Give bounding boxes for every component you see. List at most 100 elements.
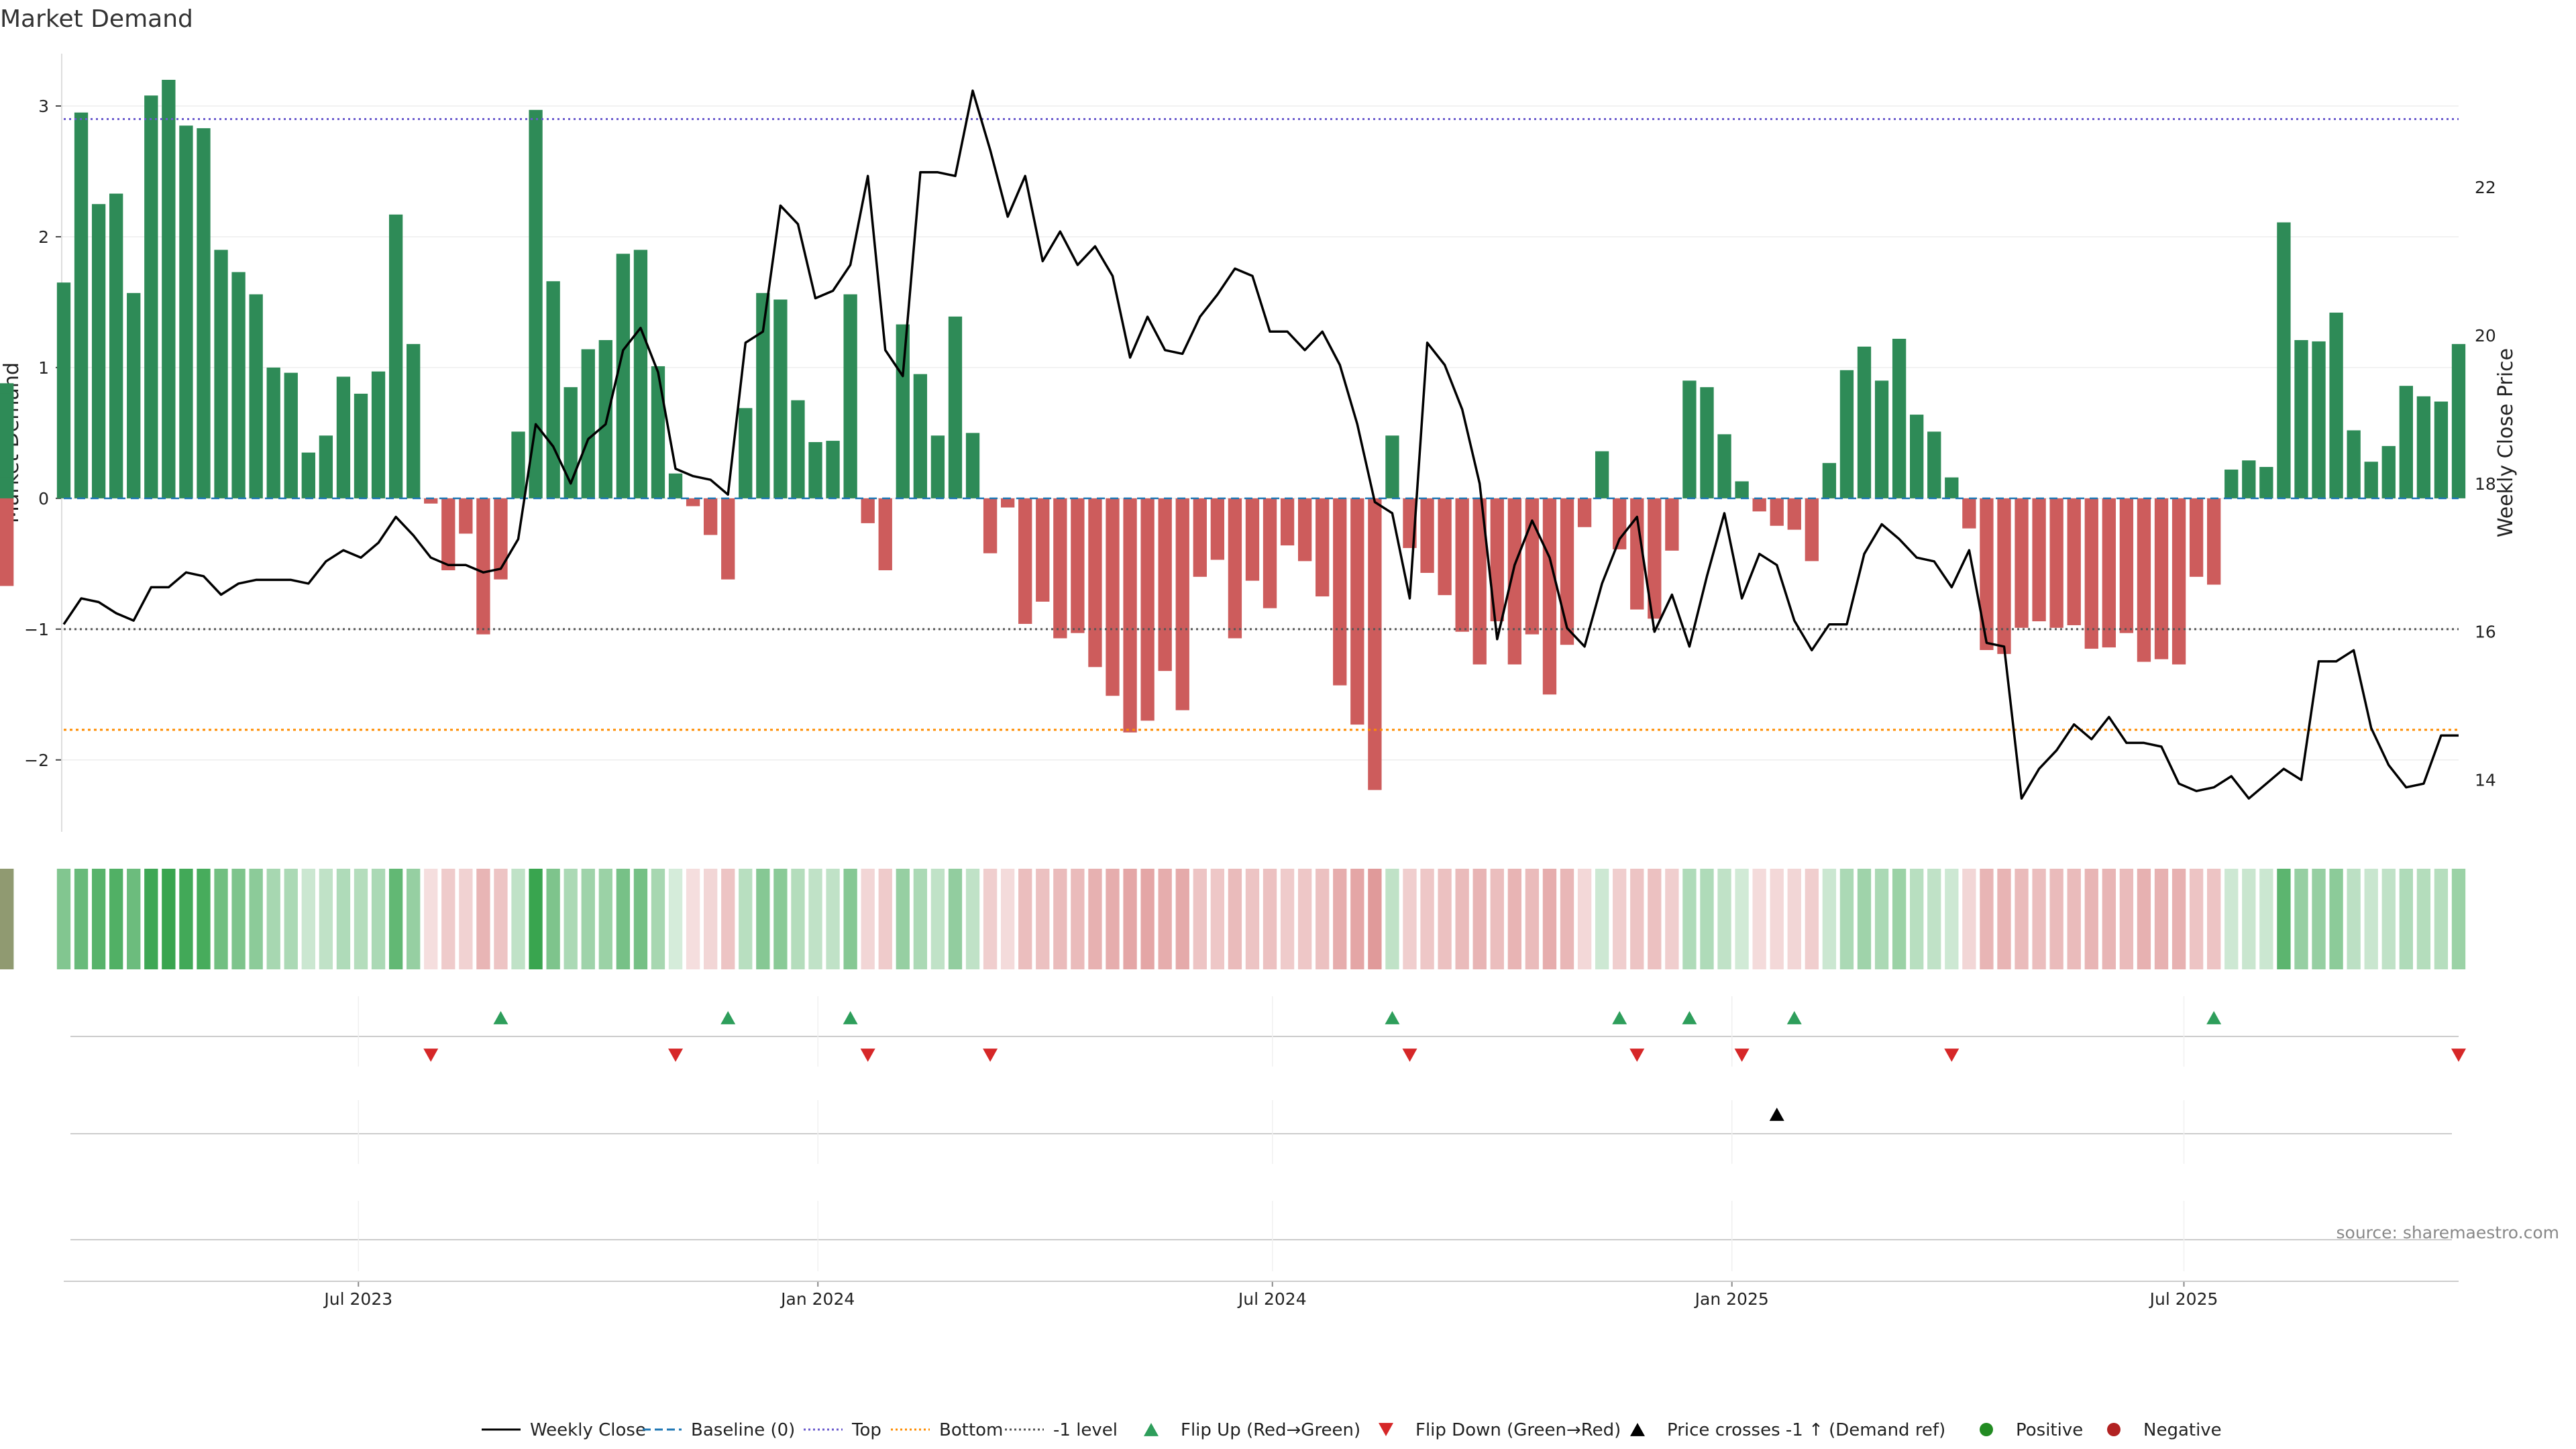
negative-demand-bar [1280,498,1295,546]
negative-demand-bar [1350,498,1364,725]
legend-item: Negative [2107,1420,2222,1440]
heat-cell [668,869,683,969]
y-left-tick-label: −2 [24,751,49,770]
positive-demand-bar [319,435,333,498]
negative-demand-bar [1175,498,1189,710]
heat-cell [773,869,788,969]
positive-demand-bar [2399,386,2413,498]
heat-cell [388,869,403,969]
heat-cell [109,869,123,969]
positive-demand-bar [2242,460,2256,498]
negative-demand-bar [459,498,473,534]
heat-cell [371,869,386,969]
source-label: source: sharemaestro.com [2337,1223,2560,1242]
heat-cell [2399,869,2413,969]
heat-cell [2207,869,2221,969]
heat-cell [1980,869,1994,969]
positive-demand-bar [616,254,631,498]
positive-demand-bar [91,204,106,498]
heat-cell [1700,869,1714,969]
negative-demand-bar [1368,498,1382,790]
heat-cell [703,869,718,969]
positive-demand-bar [843,294,857,498]
positive-demand-bar [1682,380,1697,498]
heat-cell [983,869,998,969]
chart-title: Market Demand [0,5,193,33]
heat-cell [2259,869,2273,969]
positive-demand-bar [266,367,280,498]
price-cross-marker [1769,1108,1784,1121]
legend-label: Baseline (0) [691,1420,795,1440]
heat-cell [284,869,298,969]
negative-demand-bar [983,498,998,553]
negative-demand-bar [1158,498,1172,672]
heat-cell [1193,869,1207,969]
flip-up-marker [843,1011,858,1024]
heat-cell [511,869,525,969]
heat-cell [0,869,14,969]
heat-cell [1682,869,1697,969]
negative-demand-bar [2049,498,2063,628]
heat-cell [1263,869,1277,969]
heat-cell [861,869,875,969]
negative-demand-bar [703,498,718,535]
heat-cell [1385,869,1399,969]
negative-demand-bar [1490,498,1504,622]
heat-cell [1455,869,1469,969]
flip-down-marker [860,1049,875,1062]
heat-cell [843,869,857,969]
positive-demand-bar [2416,396,2431,498]
heat-cell [721,869,735,969]
heat-cell [1490,869,1504,969]
positive-demand-bar [2259,467,2273,498]
heat-cell [2294,869,2308,969]
negative-demand-bar [1106,498,1120,696]
legend-label: Bottom [939,1420,1003,1440]
heat-cell [1018,869,1032,969]
legend-item: Weekly Close [482,1420,646,1440]
heat-cell [214,869,228,969]
positive-demand-bar [2434,401,2449,498]
negative-demand-bar [1787,498,1801,530]
positive-demand-bar [0,393,14,498]
positive-demand-bar [826,441,840,498]
y-right-tick-label: 20 [2475,326,2496,345]
negative-demand-bar [494,498,508,580]
negative-demand-bar [1525,498,1540,635]
legend-item: Flip Down (Green→Red) [1379,1420,1621,1440]
flip-down-marker [1402,1049,1417,1062]
negative-demand-bar [1123,498,1137,733]
flip-up-marker [1682,1011,1697,1024]
heat-cell [651,869,665,969]
heat-cell [1839,869,1854,969]
heat-cell [2015,869,2029,969]
legend-label: Negative [2143,1420,2222,1440]
heat-cell [791,869,805,969]
heat-cell [633,869,648,969]
negative-demand-bar [721,498,735,580]
legend-label: -1 level [1053,1420,1118,1440]
legend-label: Weekly Close [530,1420,646,1440]
negative-demand-bar [1000,498,1015,508]
positive-demand-bar [214,250,228,498]
heat-cell [546,869,560,969]
heat-cell [231,869,246,969]
negative-demand-bar [2137,498,2151,662]
positive-demand-bar [808,442,822,498]
flip-down-marker [1944,1049,1960,1062]
positive-demand-bar [1857,346,1872,498]
negative-demand-bar [1228,498,1242,639]
heat-cell [1071,869,1085,969]
negative-demand-bar [441,498,455,571]
negative-demand-bar [2015,498,2029,628]
negative-demand-bar [1316,498,1330,597]
positive-demand-bar [179,125,193,498]
negative-demand-bar [2171,498,2186,665]
negative-demand-bar [1263,498,1277,608]
positive-demand-bar [564,387,578,498]
positive-demand-bar [249,294,263,498]
heat-cell [1630,869,1644,969]
negative-demand-bar [1665,498,1679,551]
heat-cell [2119,869,2134,969]
